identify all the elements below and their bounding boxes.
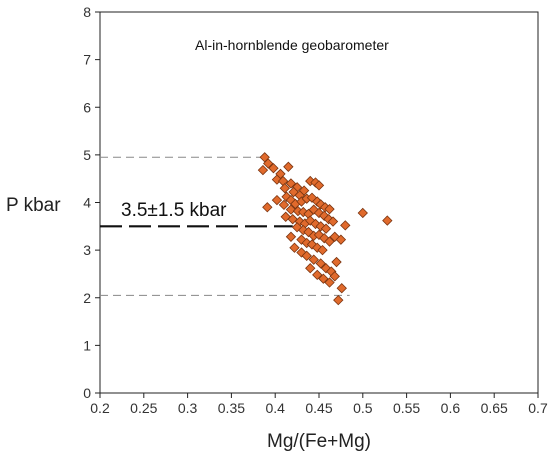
data-point	[340, 220, 351, 231]
data-point	[324, 277, 335, 288]
data-point	[324, 204, 335, 215]
data-point	[310, 218, 321, 230]
x-tick-label: 0.7	[528, 400, 548, 416]
data-points	[257, 152, 393, 306]
data-point	[285, 231, 297, 242]
x-tick-label: 0.6	[441, 400, 461, 416]
data-point	[287, 214, 298, 225]
y-tick-label: 2	[83, 290, 91, 306]
x-axis-title: Mg/(Fe+Mg)	[267, 431, 371, 452]
data-point	[283, 161, 294, 172]
data-point	[315, 258, 326, 269]
data-point	[313, 180, 325, 191]
x-tick-label: 0.45	[305, 400, 332, 416]
data-point	[382, 215, 393, 226]
data-point	[323, 214, 334, 225]
data-point	[285, 204, 297, 215]
data-point	[333, 294, 344, 306]
data-point	[308, 254, 319, 265]
data-point	[320, 223, 332, 234]
data-point	[263, 158, 274, 169]
y-tick-label: 8	[83, 4, 91, 20]
x-tick-label: 0.3	[178, 400, 198, 416]
x-tick-label: 0.5	[353, 400, 373, 416]
x-tick-label: 0.35	[218, 400, 245, 416]
data-point	[312, 242, 323, 253]
x-tick-label: 0.65	[481, 400, 508, 416]
y-tick-label: 0	[83, 385, 91, 401]
y-tick-label: 6	[83, 99, 91, 115]
data-point	[312, 269, 323, 281]
data-point	[324, 236, 335, 247]
data-point	[329, 271, 340, 282]
pressure-annotation: 3.5±1.5 kbar	[121, 200, 227, 221]
x-tick-label: 0.4	[265, 400, 285, 416]
x-axis-ticks: 0.2 0.25 0.3 0.35 0.4 0.45 0.5 0.55 0.6 0.65 0.7	[90, 393, 548, 416]
data-point	[303, 226, 314, 238]
data-point	[289, 242, 300, 253]
y-axis-ticks: 0 1 2 3 4 5 6 7 8	[83, 4, 100, 401]
x-tick-label: 0.2	[90, 400, 110, 416]
y-tick-label: 4	[83, 195, 91, 211]
data-point	[357, 207, 368, 219]
data-point	[285, 178, 297, 189]
data-point	[262, 202, 273, 213]
data-point	[335, 234, 347, 245]
data-point	[291, 222, 303, 233]
data-point	[271, 174, 283, 185]
data-point	[257, 164, 269, 176]
x-tick-label: 0.55	[393, 400, 420, 416]
data-point	[317, 244, 328, 256]
data-point	[280, 211, 291, 222]
y-axis-title: P kbar	[6, 195, 61, 216]
data-point	[279, 183, 291, 194]
data-point	[318, 273, 329, 284]
data-point	[336, 283, 347, 294]
data-point	[308, 204, 319, 215]
reference-lines	[100, 156, 350, 296]
y-tick-label: 7	[83, 52, 91, 68]
y-tick-label: 1	[83, 337, 91, 353]
chart-title: Al-in-hornblende geobarometer	[195, 37, 389, 53]
y-tick-label: 5	[83, 147, 91, 163]
data-point	[301, 250, 312, 262]
data-point	[278, 199, 290, 211]
data-point	[305, 263, 316, 274]
x-tick-label: 0.25	[130, 400, 157, 416]
data-point	[271, 194, 283, 206]
data-point	[298, 185, 310, 196]
data-point	[268, 163, 279, 174]
data-point	[305, 215, 316, 226]
data-point	[327, 216, 339, 227]
y-tick-label: 3	[83, 242, 91, 258]
data-point	[331, 256, 342, 268]
